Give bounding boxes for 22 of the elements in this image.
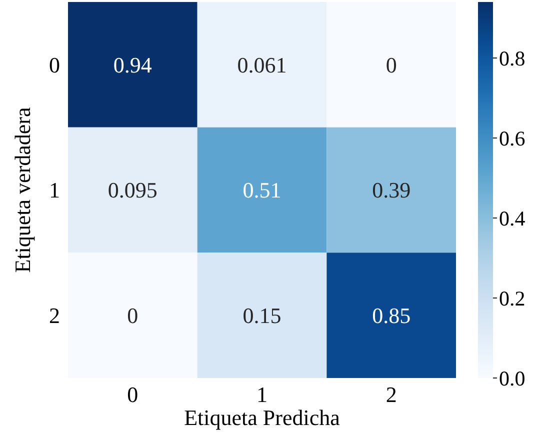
x-tick-label: 1 [256, 382, 268, 407]
y-tick-label: 1 [49, 178, 60, 203]
data-label: 0.095 [108, 178, 158, 203]
data-label: 0 [127, 303, 138, 328]
color-bar-label: 0.8 [499, 46, 526, 70]
data-label: 0.51 [242, 178, 282, 203]
y-axis-title: Etiqueta verdadera [10, 107, 35, 273]
data-label: 0.15 [242, 303, 282, 328]
data-label: 0.85 [372, 303, 411, 328]
x-tick-label: 2 [386, 382, 397, 407]
data-label: 0.94 [113, 52, 152, 78]
color-bar-label: 0.4 [499, 206, 526, 230]
y-tick-label: 2 [49, 303, 60, 328]
color-bar-label: 0.6 [499, 126, 526, 150]
y-tick-label: 0 [49, 52, 60, 78]
x-tick-label: 0 [127, 382, 138, 407]
data-label: 0.39 [372, 178, 411, 203]
color-bar-label: 0.0 [499, 366, 526, 390]
data-label: 0 [386, 52, 397, 78]
data-label: 0.061 [237, 52, 287, 78]
color-bar-label: 0.2 [499, 286, 526, 310]
x-axis-title: Etiqueta Predicha [184, 405, 340, 430]
